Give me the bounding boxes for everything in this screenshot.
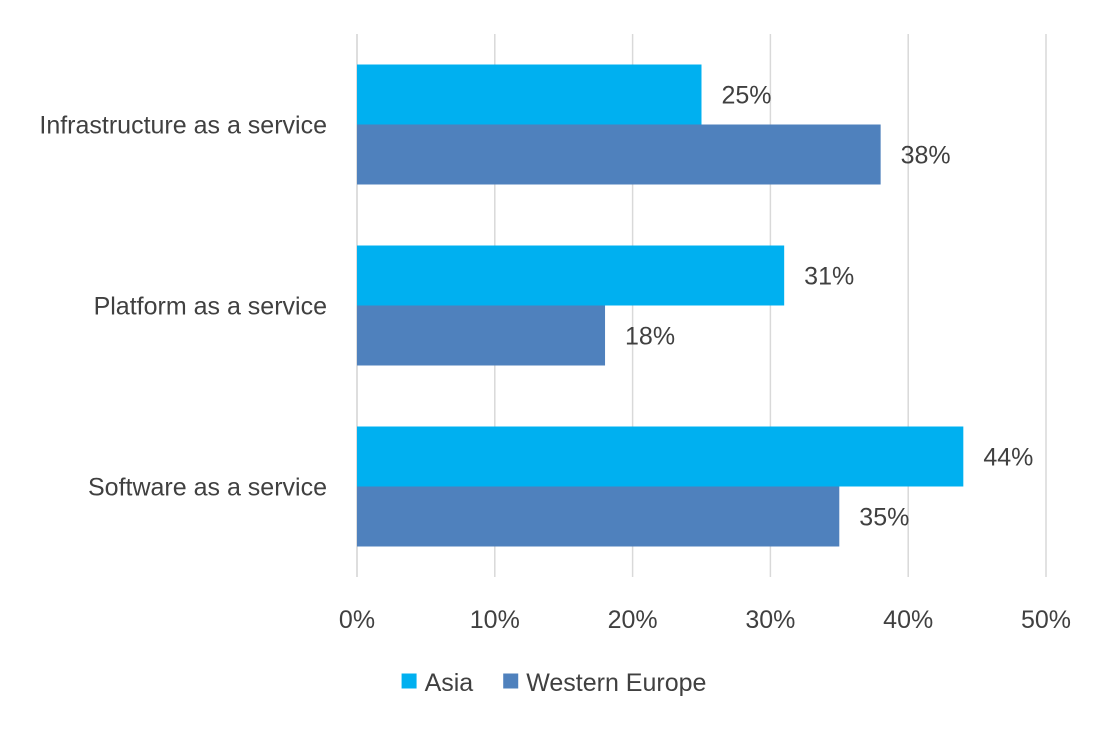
x-tick-label-20: 20% [608,606,658,634]
data-label-western-europe-infrastructure-as-a-service: 38% [901,142,951,170]
bar-asia-software-as-a-service [357,426,964,487]
category-label-platform-as-a-service: Platform as a service [94,293,327,321]
legend: Asia Western Europe [401,669,706,697]
bar-western-europe-software-as-a-service [357,486,840,547]
data-label-asia-infrastructure-as-a-service: 25% [722,82,772,110]
category-labels: Infrastructure as a service Platform as a… [39,112,327,502]
category-label-infrastructure-as-a-service: Infrastructure as a service [39,112,327,140]
x-axis-ticks: 0% 10% 20% 30% 40% 50% [339,606,1071,634]
legend-swatch-western-europe [503,673,519,689]
x-tick-label-30: 30% [745,606,795,634]
legend-item-asia: Asia [401,669,474,697]
bar-asia-platform-as-a-service [357,245,785,306]
legend-label-asia: Asia [425,669,474,697]
legend-item-western-europe: Western Europe [503,669,706,697]
bars [357,64,964,547]
legend-swatch-asia [401,673,417,689]
data-label-asia-software-as-a-service: 44% [983,444,1033,472]
data-label-western-europe-platform-as-a-service: 18% [625,323,675,351]
x-tick-label-50: 50% [1021,606,1071,634]
bar-western-europe-platform-as-a-service [357,305,606,366]
x-tick-label-0: 0% [339,606,375,634]
x-tick-label-10: 10% [470,606,520,634]
data-labels: 25% 38% 31% 18% 44% 35% [625,82,1033,532]
bar-asia-infrastructure-as-a-service [357,64,702,125]
data-label-western-europe-software-as-a-service: 35% [859,504,909,532]
data-label-asia-platform-as-a-service: 31% [804,263,854,291]
bar-western-europe-infrastructure-as-a-service [357,124,881,185]
x-tick-label-40: 40% [883,606,933,634]
category-label-software-as-a-service: Software as a service [88,474,327,502]
legend-label-western-europe: Western Europe [526,669,706,697]
